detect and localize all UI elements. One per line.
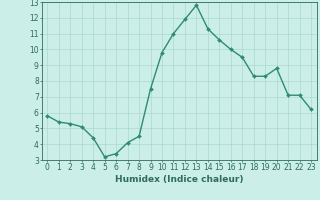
X-axis label: Humidex (Indice chaleur): Humidex (Indice chaleur) bbox=[115, 175, 244, 184]
